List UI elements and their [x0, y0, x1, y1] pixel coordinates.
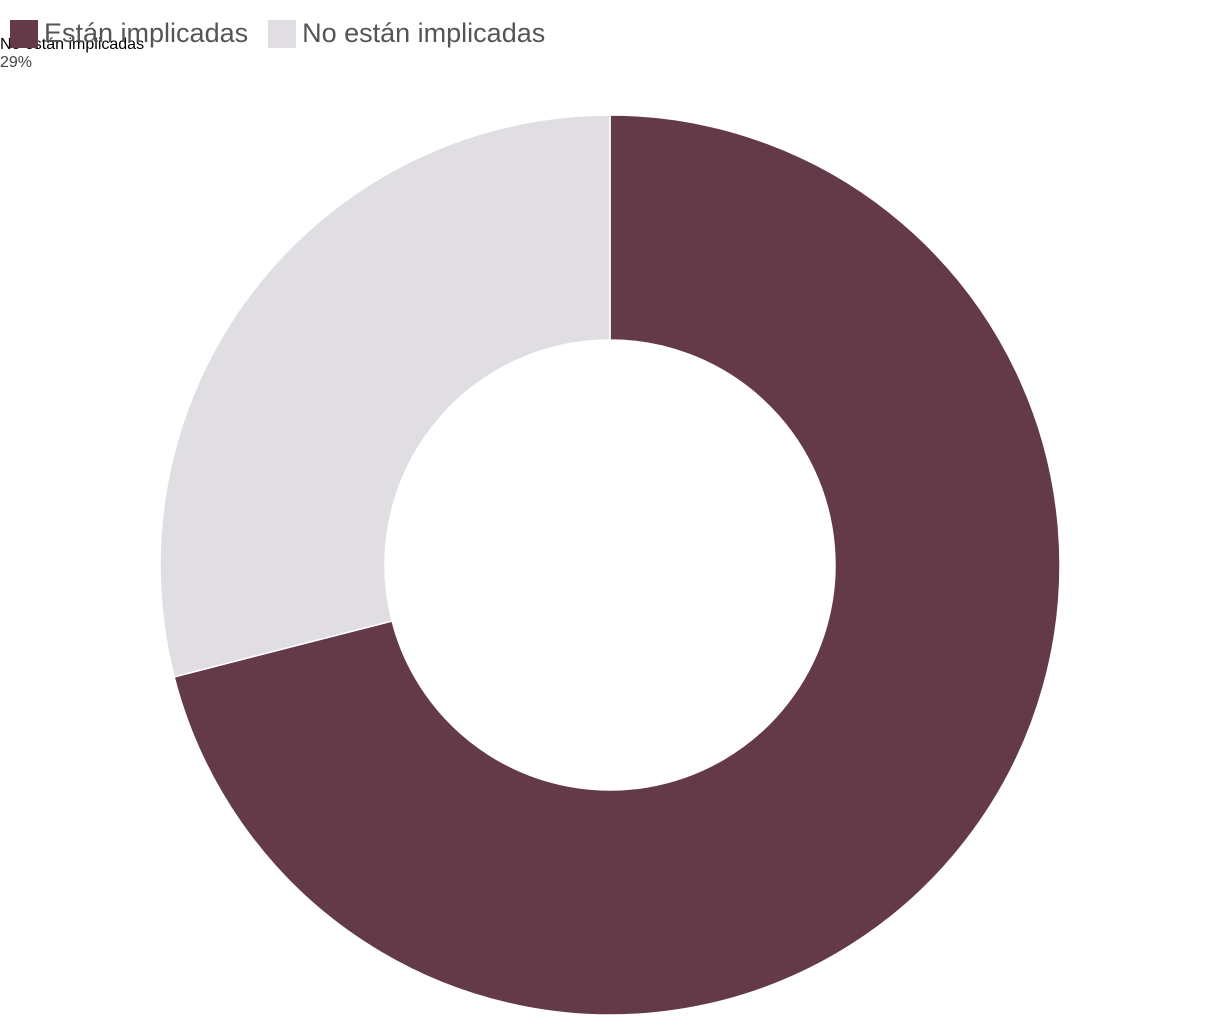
- legend: Están implicadas No están implicadas: [10, 18, 545, 49]
- slice-value: 29%: [0, 54, 33, 71]
- legend-label: Están implicadas: [44, 18, 249, 48]
- legend-swatch: [10, 19, 38, 48]
- legend-item: Están implicadas: [10, 18, 248, 49]
- donut-slice: [173, 114, 1061, 1016]
- legend-item: No están implicadas: [268, 18, 545, 49]
- legend-label: No están implicadas: [302, 18, 546, 48]
- donut-slice: [159, 114, 611, 678]
- slice-name: Están implicadas: [0, 0, 121, 17]
- legend-swatch: [268, 19, 297, 48]
